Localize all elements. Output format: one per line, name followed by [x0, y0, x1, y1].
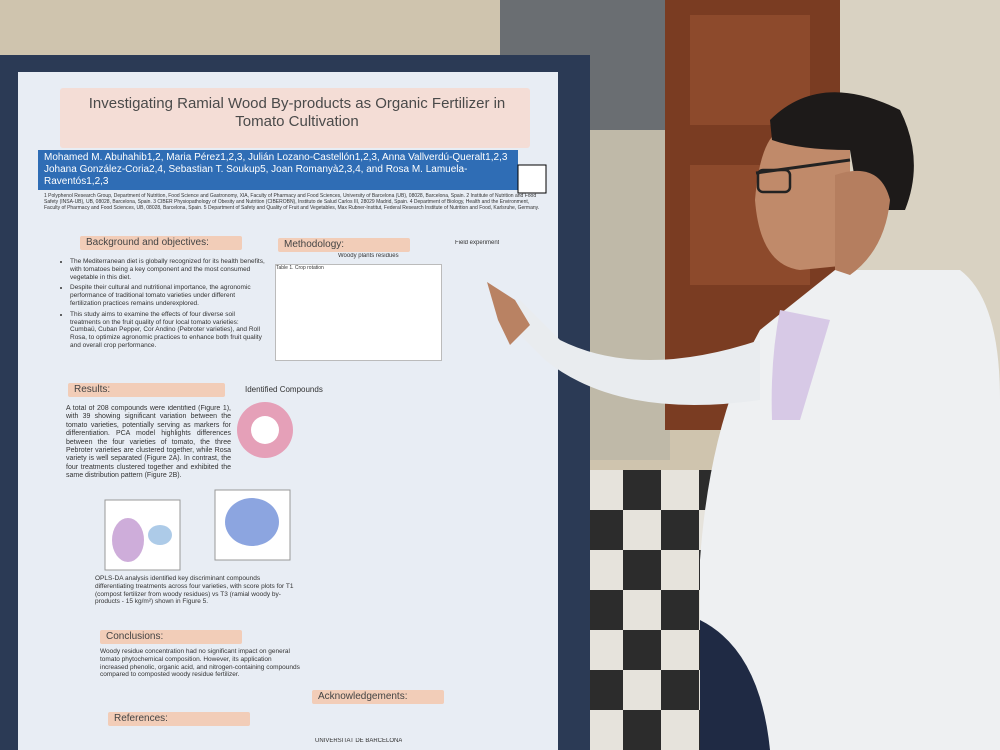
background-text: The Mediterranean diet is globally recog…: [60, 258, 265, 380]
floor-tile: [661, 630, 699, 670]
floor-tile: [623, 670, 661, 710]
poster-affiliations: 1 Polyphenol Research Group, Department …: [44, 193, 540, 211]
doorway: [590, 130, 670, 460]
floor-tile: [623, 510, 661, 550]
qr-code: [517, 164, 547, 194]
floor-tile: [585, 670, 623, 710]
trousers: [700, 620, 770, 750]
compounds-label: Identified Compounds: [245, 385, 323, 394]
floor-tile: [585, 590, 623, 630]
title-box: [60, 88, 530, 148]
section-heading: Methodology:: [278, 238, 410, 252]
floor-tile: [585, 470, 623, 510]
floor-tile: [623, 550, 661, 590]
conclusions-text: Woody residue concentration had no signi…: [100, 648, 300, 679]
section-heading: Results:: [68, 383, 225, 397]
section-heading: References:: [108, 712, 250, 726]
university-logo: UNIVERSITAT DE BARCELONA: [315, 738, 403, 744]
section-heading: Conclusions:: [100, 630, 242, 644]
floor-tile: [661, 470, 699, 510]
bullet: Despite their cultural and nutritional i…: [70, 284, 265, 307]
floor-tile: [623, 630, 661, 670]
floor-tile: [623, 470, 661, 510]
poster-title: Investigating Ramial Wood By-products as…: [88, 95, 506, 130]
cluster: [148, 525, 172, 545]
floor-tile: [585, 510, 623, 550]
floor-tile: [585, 630, 623, 670]
ear-neck: [835, 170, 890, 275]
floor-tile: [661, 510, 699, 550]
floor-tile: [661, 670, 699, 710]
floor-tile: [661, 590, 699, 630]
floor-tile: [623, 710, 661, 750]
residues-label: Woody plants residues: [338, 253, 399, 259]
glasses-lens: [756, 168, 792, 194]
poster-authors: Mohamed M. Abuhahib1,2, Maria Pérez1,2,3…: [44, 152, 508, 187]
section-heading: Acknowledgements:: [312, 690, 444, 704]
face: [755, 130, 850, 270]
floor-tile: [661, 710, 699, 750]
floor-tile: [585, 550, 623, 590]
donut-hole: [251, 416, 279, 444]
arm: [505, 300, 760, 405]
floor-tile: [585, 710, 623, 750]
section-heading: Background and objectives:: [80, 236, 242, 250]
cluster: [225, 498, 279, 546]
shirt: [771, 310, 830, 420]
hand: [487, 282, 530, 345]
results-text: A total of 208 compounds were identified…: [66, 405, 231, 480]
opls-text: OPLS-DA analysis identified key discrimi…: [95, 575, 294, 606]
crop-table: Table 1. Crop rotation: [275, 264, 442, 361]
bullet: The Mediterranean diet is globally recog…: [70, 258, 265, 281]
floor-tile: [623, 590, 661, 630]
floor-tile: [661, 550, 699, 590]
cluster: [112, 518, 144, 562]
bullet-list: The Mediterranean diet is globally recog…: [60, 258, 265, 350]
bullet: This study aims to examine the effects o…: [70, 311, 265, 350]
field-label: Field experiment: [455, 240, 500, 246]
authors-bar: [38, 150, 518, 190]
